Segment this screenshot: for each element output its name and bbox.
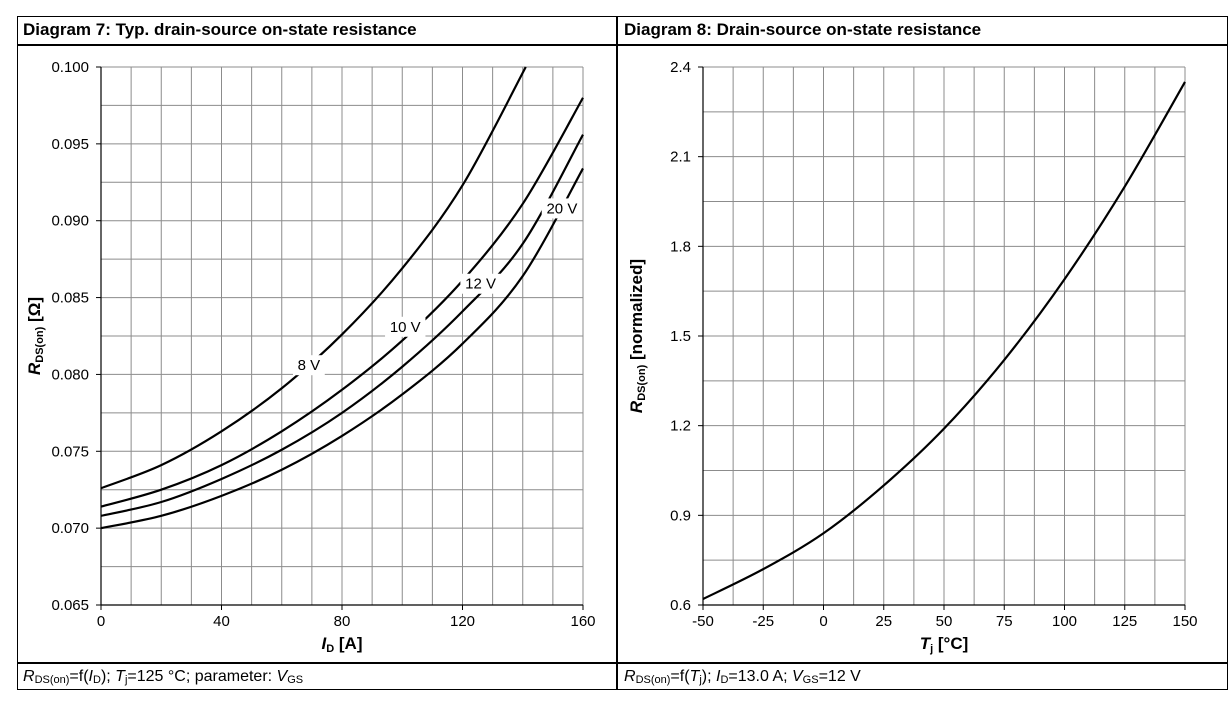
- left-panel-title: Diagram 7: Typ. drain-source on-state re…: [23, 20, 417, 39]
- title-row-divider: [17, 44, 1228, 46]
- panel-divider: [616, 16, 618, 690]
- caption-r: R: [23, 668, 35, 685]
- caption-text: =12 V: [818, 668, 861, 685]
- caption-r: R: [624, 668, 636, 685]
- x-tick-label: 120: [450, 613, 475, 630]
- caption-v: V: [276, 668, 288, 685]
- caption-t: T: [689, 668, 700, 685]
- caption-text: );: [701, 668, 716, 685]
- right-panel-caption: RDS(on)=f(Tj); ID=13.0 A; VGS=12 V: [624, 666, 861, 691]
- caption-t-sub: j: [699, 674, 702, 686]
- series-label-bg: [385, 316, 426, 337]
- y-tick-label: 0.065: [51, 597, 89, 614]
- caption-r-sub: DS(on): [635, 674, 671, 686]
- caption-i: I: [715, 668, 721, 685]
- x-tick-label: 160: [570, 613, 595, 630]
- series-line: [100, 134, 584, 517]
- caption-v-sub: GS: [802, 674, 819, 686]
- x-tick-label: 0: [97, 613, 105, 630]
- caption-t-sub: j: [124, 674, 128, 686]
- x-tick-label: 80: [334, 613, 351, 630]
- series-label-bg: [292, 355, 325, 376]
- series-line: [100, 97, 584, 508]
- series-label: 12 V: [465, 276, 496, 293]
- caption-i: I: [88, 668, 93, 685]
- y-tick-label: 0.090: [51, 213, 89, 230]
- series-label-bg: [541, 198, 583, 219]
- caption-text: =13.0 A;: [728, 668, 792, 685]
- caption-row-divider: [17, 662, 1228, 664]
- caption-text: =125 °C; parameter:: [127, 668, 277, 685]
- caption-t: T: [115, 668, 125, 685]
- y-tick-label: 0.085: [51, 290, 89, 307]
- series-label: 20 V: [546, 200, 577, 217]
- series-label-bg: [460, 273, 501, 294]
- caption-v: V: [792, 668, 803, 685]
- y-tick-label: 0.070: [51, 520, 89, 537]
- caption-v-sub: GS: [287, 674, 304, 686]
- series-label: 8 V: [298, 357, 321, 374]
- y-tick-label: 0.095: [51, 136, 89, 153]
- caption-r-sub: DS(on): [34, 674, 70, 686]
- y-tick-label: 0.080: [51, 366, 89, 383]
- right-panel-title: Diagram 8: Drain-source on-state resista…: [624, 20, 982, 39]
- caption-text: =f(: [69, 668, 89, 685]
- y-tick-label: 0.100: [51, 59, 89, 76]
- series-line: [100, 167, 584, 530]
- x-axis-label: ID [A]: [321, 634, 362, 655]
- caption-text: );: [100, 668, 116, 685]
- series-line: [100, 66, 527, 490]
- y-tick-label: 0.075: [51, 443, 89, 460]
- caption-i-sub: D: [92, 674, 101, 686]
- y-axis-label: RDS(on) [Ω]: [25, 297, 46, 375]
- x-tick-label: 40: [213, 613, 230, 630]
- caption-i-sub: D: [720, 674, 729, 686]
- figure-frame: [17, 16, 1228, 690]
- series-label: 10 V: [390, 319, 421, 336]
- left-panel-caption: RDS(on)=f(ID); Tj=125 °C; parameter: VGS: [23, 666, 303, 691]
- caption-text: =f(: [670, 668, 690, 685]
